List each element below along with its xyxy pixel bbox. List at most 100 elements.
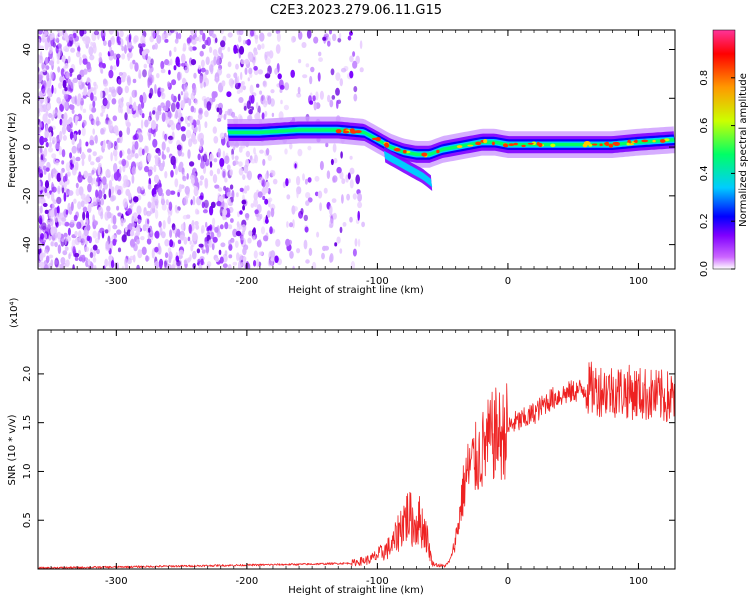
- heatmap-speckle: [161, 33, 165, 41]
- heatmap-speckle: [169, 58, 173, 66]
- heatmap-speckle: [92, 244, 98, 251]
- heatmap-speckle: [124, 263, 129, 269]
- heatmap-speckle: [259, 32, 265, 42]
- heatmap-speckle: [190, 59, 197, 66]
- heatmap-speckle: [243, 39, 246, 45]
- heatmap-speckle: [177, 93, 181, 102]
- heatmap-speckle: [148, 171, 151, 177]
- heatmap-speckle: [162, 220, 166, 230]
- heatmap-speckle: [239, 210, 243, 215]
- heatmap-speckle: [48, 46, 53, 55]
- heatmap-speckle: [265, 51, 271, 56]
- heatmap-speckle: [339, 78, 343, 87]
- heatmap-speckle: [224, 250, 228, 257]
- heatmap-speckle: [38, 206, 41, 211]
- heatmap-speckle: [228, 78, 234, 87]
- heatmap-speckle: [268, 251, 273, 260]
- heatmap-speckle: [71, 155, 76, 165]
- heatmap-speckle: [154, 230, 160, 239]
- heatmap-speckle: [145, 255, 149, 262]
- heatmap-speckle: [192, 263, 196, 269]
- heatmap-speckle: [149, 111, 152, 119]
- heatmap-speckle: [65, 162, 71, 172]
- heatmap-speckle: [199, 138, 204, 147]
- heatmap-speckle: [200, 258, 204, 266]
- heatmap-speckle: [70, 121, 73, 129]
- heatmap-speckle: [256, 83, 260, 88]
- heatmap-speckle: [58, 31, 64, 37]
- heatmap-speckle: [189, 240, 192, 245]
- heatmap-speckle: [180, 116, 184, 122]
- heatmap-speckle: [67, 202, 71, 213]
- heatmap-speckle: [178, 32, 182, 40]
- heatmap-speckle: [217, 187, 223, 192]
- heatmap-speckle: [203, 199, 209, 209]
- heatmap-speckle: [121, 45, 125, 52]
- heatmap-speckle: [124, 44, 127, 54]
- heatmap-speckle: [86, 77, 91, 83]
- heatmap-speckle: [95, 181, 98, 187]
- heatmap-speckle: [289, 222, 293, 228]
- heatmap-speckle: [71, 145, 77, 154]
- heatmap-speckle: [291, 35, 296, 43]
- heatmap-speckle: [111, 35, 115, 45]
- heatmap-speckle: [294, 163, 297, 169]
- heatmap-speckle: [357, 193, 362, 202]
- snr-frame: [37, 329, 676, 570]
- heatmap-speckle: [349, 31, 353, 36]
- heatmap-speckle: [202, 209, 208, 214]
- heatmap-speckle: [148, 68, 152, 79]
- heatmap-speckle: [63, 192, 67, 202]
- heatmap-speckle: [203, 98, 207, 106]
- heatmap-speckle: [212, 236, 218, 243]
- heatmap-speckle: [219, 256, 224, 264]
- heatmap-speckle: [152, 138, 158, 148]
- heatmap-speckle: [188, 98, 192, 106]
- heatmap-speckle: [233, 160, 239, 165]
- heatmap-speckle: [136, 227, 141, 237]
- heatmap-speckle: [318, 57, 323, 62]
- heatmap-speckle: [44, 129, 49, 139]
- heatmap-speckle: [240, 262, 245, 267]
- heatmap-speckle: [46, 219, 52, 225]
- heatmap-speckle: [42, 137, 48, 143]
- x-tick-label: 0: [505, 276, 511, 287]
- heatmap-speckle: [158, 220, 162, 228]
- heatmap-speckle: [330, 158, 334, 166]
- heatmap-speckle: [302, 173, 305, 181]
- heatmap-speckle: [38, 215, 43, 225]
- heatmap-speckle: [355, 174, 361, 185]
- heatmap-speckle: [319, 160, 324, 171]
- heatmap-speckle: [87, 183, 92, 193]
- heatmap-speckle: [50, 241, 55, 247]
- heatmap-speckle: [146, 210, 152, 217]
- heatmap-speckle: [275, 238, 281, 247]
- heatmap-speckle: [107, 224, 111, 233]
- heatmap-speckle: [87, 175, 93, 184]
- heatmap-speckle: [58, 236, 61, 243]
- heatmap-speckle: [327, 40, 331, 47]
- heatmap-speckle: [240, 81, 244, 90]
- heatmap-speckle: [190, 92, 195, 101]
- heatmap-speckle: [38, 74, 43, 81]
- heatmap-speckle: [118, 130, 123, 138]
- heatmap-speckle: [164, 32, 169, 39]
- heatmap-speckle: [204, 39, 209, 46]
- heatmap-speckle: [42, 165, 47, 171]
- heatmap-speckle: [119, 166, 122, 174]
- heatmap-speckle: [87, 82, 91, 91]
- heatmap-speckle: [209, 205, 214, 216]
- heatmap-speckle: [120, 107, 123, 114]
- heatmap-speckle: [231, 148, 235, 156]
- heatmap-speckle: [171, 264, 176, 269]
- heatmap-speckle: [254, 152, 257, 161]
- heatmap-speckle: [261, 43, 265, 50]
- heatmap-speckle: [137, 109, 144, 115]
- heatmap-speckle: [64, 221, 70, 227]
- heatmap-speckle: [67, 227, 71, 236]
- heatmap-speckle: [136, 239, 140, 245]
- heatmap-speckle: [66, 119, 70, 125]
- heatmap-speckle: [146, 238, 152, 245]
- heatmap-speckle: [230, 218, 234, 223]
- heatmap-speckle: [208, 64, 214, 73]
